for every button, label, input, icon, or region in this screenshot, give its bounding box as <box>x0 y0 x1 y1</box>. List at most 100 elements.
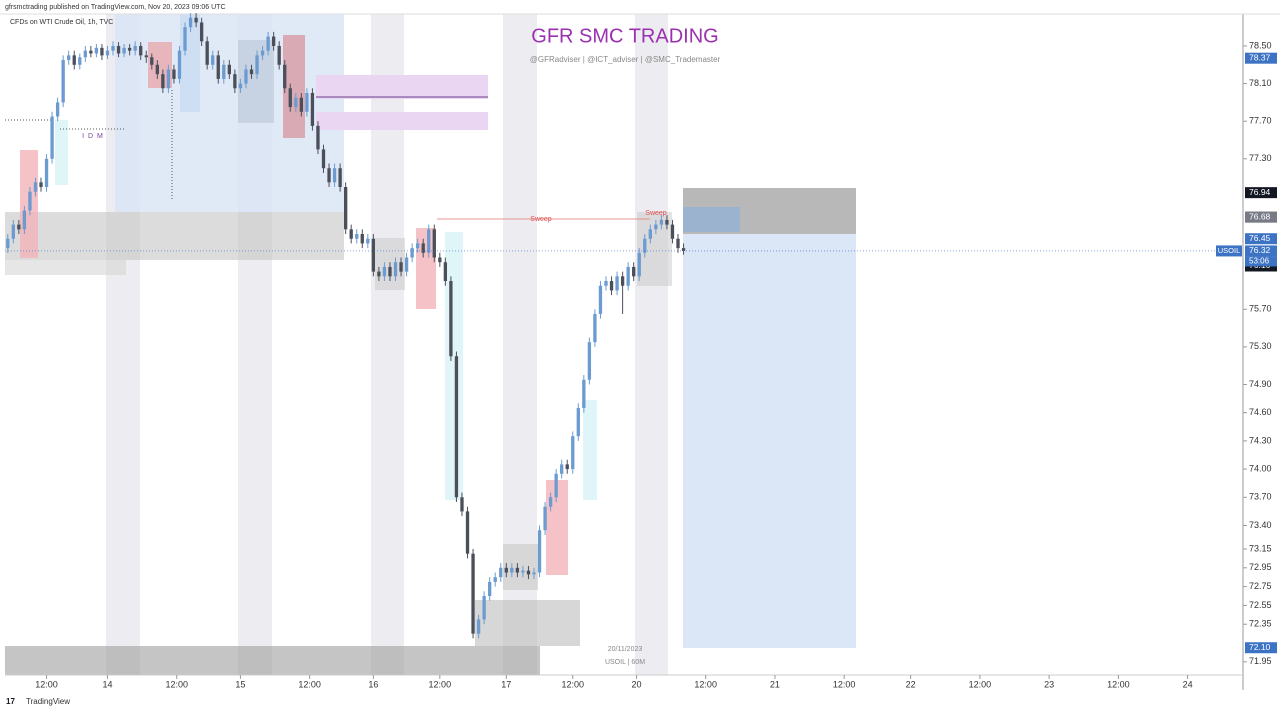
x-tick-label: 12:00 <box>298 679 321 689</box>
y-tick-label: 72.35 <box>1249 619 1272 629</box>
candle-body <box>316 125 320 150</box>
candle-body <box>537 530 542 573</box>
candle-body <box>349 229 353 239</box>
y-tick-label: 74.00 <box>1249 463 1272 473</box>
candle-body <box>416 243 420 249</box>
candle-body <box>183 27 187 51</box>
candle-body <box>211 55 215 65</box>
candle-body <box>593 313 597 343</box>
x-tick-label: 20 <box>631 679 641 689</box>
candle-body <box>50 116 54 159</box>
candle-body <box>476 619 481 634</box>
x-tick-label: 12:00 <box>35 679 58 689</box>
order-block <box>416 228 436 309</box>
candle-body <box>244 69 248 84</box>
candle-body <box>526 570 531 575</box>
candle-body <box>271 36 276 46</box>
candle-body <box>166 69 171 89</box>
annotation: Sweep <box>645 210 667 217</box>
price-label-bg <box>1245 642 1277 654</box>
candle-body <box>515 567 520 573</box>
x-tick-label: 23 <box>1044 679 1054 689</box>
candle-body <box>670 224 675 239</box>
y-tick-label: 78.10 <box>1249 78 1272 88</box>
fvg <box>445 232 463 500</box>
brand: TradingView <box>26 697 70 706</box>
x-tick-label: 21 <box>770 679 780 689</box>
candle-body <box>609 281 614 291</box>
target-zone <box>683 234 856 648</box>
x-tick-label: 12:00 <box>561 679 584 689</box>
candle-body <box>255 55 259 75</box>
candle-body <box>620 276 625 286</box>
candle-body <box>305 92 309 112</box>
candle-body <box>299 97 304 112</box>
zone <box>5 212 344 260</box>
candle-body <box>11 224 15 239</box>
candle-body <box>565 464 569 470</box>
fvg <box>583 400 597 500</box>
y-tick-label: 73.15 <box>1249 543 1272 553</box>
chart-title: GFR SMC TRADING <box>531 25 718 47</box>
candle-body <box>454 356 459 498</box>
price-label-bg <box>1245 52 1277 64</box>
candle-body <box>161 74 165 89</box>
annotation: Sweep <box>530 216 552 223</box>
candle-body <box>283 64 287 89</box>
candle-body <box>604 281 608 286</box>
candle-body <box>432 229 436 258</box>
y-tick-label: 74.90 <box>1249 379 1272 389</box>
candle-body <box>443 262 448 282</box>
candle-body <box>55 102 60 117</box>
candle-body <box>548 497 553 507</box>
candle-body <box>72 55 76 65</box>
x-tick-label: 12:00 <box>165 679 188 689</box>
candle-body <box>560 464 564 474</box>
candle-body <box>277 45 281 65</box>
candle-body <box>343 187 348 230</box>
candle-body <box>111 45 115 51</box>
candle-body <box>681 248 686 251</box>
candle-body <box>89 50 93 54</box>
zone <box>475 600 580 646</box>
symbol-label-bg <box>1216 245 1242 257</box>
candle-body <box>615 276 619 291</box>
candle-body <box>44 158 49 188</box>
y-tick-label: 77.70 <box>1249 116 1272 126</box>
candle-body <box>465 511 470 554</box>
candle-body <box>499 567 503 578</box>
candle-body <box>172 69 176 79</box>
price-label: 76.68 <box>1249 211 1271 221</box>
price-label-bg <box>1245 233 1277 245</box>
session-band <box>635 14 668 675</box>
candle-body <box>177 50 182 79</box>
candle-body <box>571 436 575 470</box>
candle-body <box>643 238 647 253</box>
x-tick-label: 12:00 <box>1107 679 1130 689</box>
candle-body <box>377 271 381 277</box>
plot <box>5 13 1243 639</box>
zone <box>316 75 488 99</box>
x-tick-label: 12:00 <box>833 679 856 689</box>
chart-subtitle: @GFRadviser | @ICT_adviser | @SMC_Tradem… <box>530 55 721 64</box>
candle-body <box>399 262 403 272</box>
order-block <box>283 35 305 138</box>
candle-body <box>427 229 431 253</box>
candle-body <box>410 248 414 258</box>
zone <box>5 646 540 675</box>
candle-body <box>665 219 669 225</box>
candle-body <box>155 64 159 75</box>
x-tick-label: 12:00 <box>694 679 717 689</box>
candle-body <box>488 581 492 597</box>
candle-body <box>222 64 226 79</box>
candle-body <box>233 74 237 89</box>
candle-body <box>393 262 398 277</box>
fvg <box>55 120 68 185</box>
y-tick-label: 74.30 <box>1249 435 1272 445</box>
candle-body <box>449 281 453 357</box>
candle-body <box>39 182 43 188</box>
annotation: USOIL | 60M <box>605 659 645 666</box>
price-label-bg <box>1245 211 1277 223</box>
